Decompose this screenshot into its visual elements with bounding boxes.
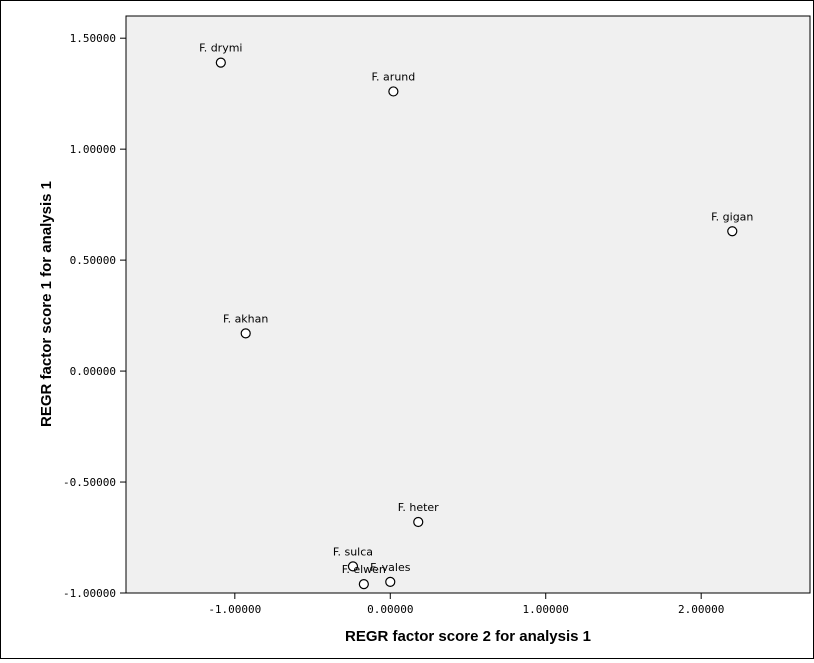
y-tick-label: 1.50000 xyxy=(70,32,116,45)
plot-area xyxy=(125,15,811,594)
point-label: F. akhan xyxy=(223,312,268,325)
point-label: F. sulca xyxy=(333,545,373,558)
x-tick-label: 1.00000 xyxy=(523,603,569,616)
y-tick-label: -0.50000 xyxy=(63,476,116,489)
y-tick-label: 0.00000 xyxy=(70,365,116,378)
x-tick-label: 2.00000 xyxy=(678,603,724,616)
point-label: F. heter xyxy=(398,501,439,514)
data-point xyxy=(347,561,359,572)
x-tick-label: 0.00000 xyxy=(367,603,413,616)
y-axis: 1.50000 1.00000 0.50000 0.00000 -0.50000 -1.0… xyxy=(63,32,126,600)
x-axis-title: REGR factor score 2 for analysis 1 xyxy=(345,628,591,645)
x-axis: -1.00000 0.00000 1.00000 2.00000 xyxy=(208,593,724,616)
data-point xyxy=(215,57,226,68)
point-label: F. gigan xyxy=(711,210,753,223)
data-point xyxy=(240,328,251,339)
x-tick-label: -1.00000 xyxy=(208,603,261,616)
data-points: F. drymi F. arund F. gigan F. akhan F. heter… xyxy=(199,42,753,590)
point-label: F. drymi xyxy=(199,42,242,55)
data-point xyxy=(413,516,424,528)
y-tick-label: -1.00000 xyxy=(63,587,116,600)
y-tick-label: 0.50000 xyxy=(70,254,116,267)
data-point xyxy=(358,579,369,590)
y-tick-label: 1.00000 xyxy=(70,143,116,156)
data-point xyxy=(388,86,399,97)
data-point xyxy=(727,226,738,237)
point-label: F. arund xyxy=(372,70,416,83)
point-label: F. vales xyxy=(370,561,411,574)
point-label: F. elwen xyxy=(342,563,386,576)
data-point xyxy=(385,576,396,588)
y-axis-title: REGR factor score 1 for analysis 1 xyxy=(38,181,55,427)
